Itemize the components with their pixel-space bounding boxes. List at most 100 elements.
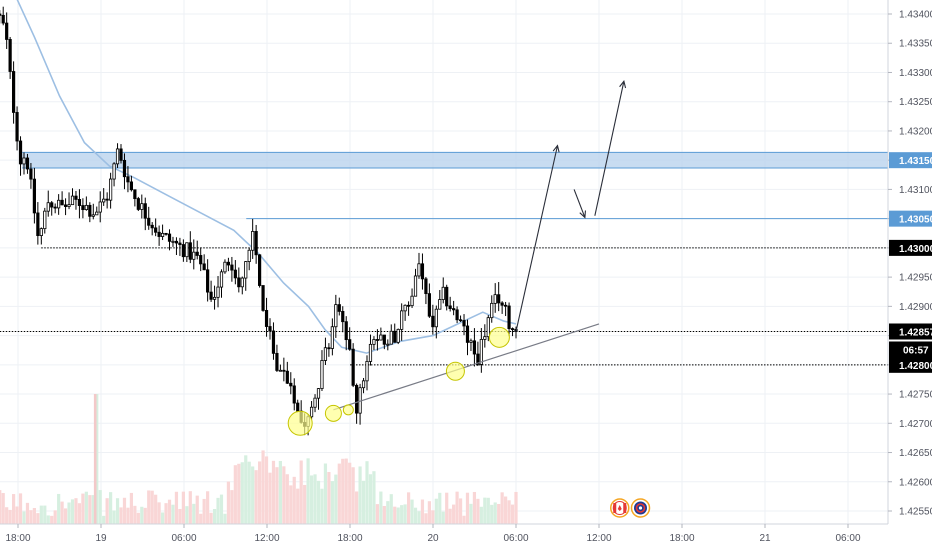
volume-bar bbox=[469, 503, 473, 524]
volume-bar bbox=[278, 460, 282, 524]
volume-bar bbox=[39, 505, 43, 524]
y-tick-label: 1.43350 bbox=[899, 39, 932, 50]
highlight-circle[interactable] bbox=[445, 361, 465, 381]
flag-band bbox=[623, 503, 627, 513]
candle bbox=[50, 202, 54, 208]
candle bbox=[327, 347, 331, 350]
resistance-zone[interactable] bbox=[22, 152, 888, 169]
candle bbox=[355, 384, 359, 414]
candle bbox=[469, 340, 473, 343]
volume-bar bbox=[289, 485, 293, 524]
candle bbox=[309, 406, 314, 418]
candles bbox=[0, 6, 518, 436]
volume-bar bbox=[282, 466, 286, 524]
trendline[interactable] bbox=[333, 323, 600, 411]
candle bbox=[386, 343, 390, 346]
volume-bar bbox=[77, 503, 82, 524]
candle bbox=[420, 263, 425, 280]
volume-bar bbox=[119, 507, 123, 524]
highlight-circle[interactable] bbox=[342, 404, 354, 416]
volume-bar bbox=[365, 461, 369, 524]
candle bbox=[351, 348, 355, 386]
canada-flag-icon[interactable] bbox=[610, 498, 630, 518]
candle bbox=[102, 198, 106, 203]
y-tick-label: 1.42600 bbox=[899, 477, 932, 488]
candle bbox=[337, 304, 341, 312]
candle bbox=[0, 13, 2, 16]
y-tick-label: 1.42900 bbox=[899, 302, 932, 313]
candle bbox=[8, 39, 12, 72]
volume-bar bbox=[29, 510, 33, 524]
price-label-bg bbox=[889, 356, 932, 373]
candle bbox=[136, 198, 140, 210]
candle bbox=[282, 369, 286, 372]
volume-bar bbox=[8, 509, 12, 524]
volume-bar bbox=[476, 498, 480, 524]
volume-bar bbox=[334, 474, 338, 524]
volume-bar bbox=[351, 467, 355, 524]
price-label-1.43150: 1.43150 bbox=[889, 152, 932, 169]
volume-bar bbox=[490, 504, 494, 524]
volume-bar bbox=[306, 458, 310, 524]
volume-bar bbox=[330, 481, 334, 524]
candle bbox=[275, 352, 279, 371]
volume-bar bbox=[36, 513, 40, 524]
drawings[interactable] bbox=[287, 80, 627, 436]
candle bbox=[393, 330, 397, 343]
volume-bar bbox=[348, 462, 352, 524]
candle bbox=[400, 310, 404, 330]
candle bbox=[112, 163, 116, 180]
x-tick-label: 20 bbox=[427, 533, 439, 544]
candle bbox=[431, 315, 435, 328]
volume-bar bbox=[0, 490, 2, 524]
candle bbox=[486, 317, 490, 338]
candle bbox=[334, 304, 338, 328]
x-tick-label: 19 bbox=[95, 533, 107, 544]
candle bbox=[206, 269, 210, 293]
volume-bar bbox=[226, 481, 231, 524]
volume-bar bbox=[212, 508, 217, 524]
candle bbox=[458, 319, 463, 322]
x-tick-label: 18:00 bbox=[669, 533, 694, 544]
volume-bar bbox=[206, 491, 210, 524]
y-tick-label: 1.42700 bbox=[899, 419, 932, 430]
volume-bar bbox=[195, 495, 199, 524]
volume-bar bbox=[178, 508, 182, 524]
volume-bar bbox=[93, 394, 97, 524]
time-scale-bg bbox=[0, 524, 932, 550]
volume-bar bbox=[275, 467, 279, 524]
highlight-circle[interactable] bbox=[287, 410, 313, 436]
candle bbox=[147, 217, 151, 226]
event-markers[interactable] bbox=[610, 498, 908, 518]
volume-bar bbox=[396, 507, 400, 524]
flag-dot bbox=[638, 506, 643, 510]
volume-bar bbox=[372, 471, 376, 524]
volume-bar bbox=[22, 511, 26, 524]
candle bbox=[36, 212, 40, 236]
volume-bar bbox=[327, 471, 331, 524]
projection-arrow[interactable] bbox=[594, 81, 625, 216]
candle bbox=[413, 275, 418, 297]
flag-ring bbox=[635, 503, 646, 513]
price-label-text: 1.43150 bbox=[899, 156, 932, 167]
candle bbox=[344, 321, 348, 341]
highlight-circle[interactable] bbox=[324, 404, 342, 422]
x-tick-label: 06:00 bbox=[171, 533, 196, 544]
projection-arrow[interactable] bbox=[515, 145, 559, 332]
volume-bar bbox=[510, 504, 515, 524]
flag-band bbox=[613, 503, 617, 513]
highlight-circle[interactable] bbox=[488, 326, 510, 348]
candle bbox=[417, 263, 421, 277]
candle bbox=[313, 397, 317, 408]
volume-bar bbox=[507, 500, 511, 524]
candle bbox=[445, 286, 449, 307]
volume-bar bbox=[223, 513, 227, 524]
projection-arrow[interactable] bbox=[573, 189, 586, 218]
volume-bar bbox=[472, 491, 477, 524]
volume-bar bbox=[1, 493, 5, 524]
moving-average-group bbox=[16, 0, 517, 354]
volume-bar bbox=[358, 466, 362, 524]
uk-flag-icon[interactable] bbox=[630, 498, 651, 518]
volume-bar bbox=[448, 508, 452, 524]
